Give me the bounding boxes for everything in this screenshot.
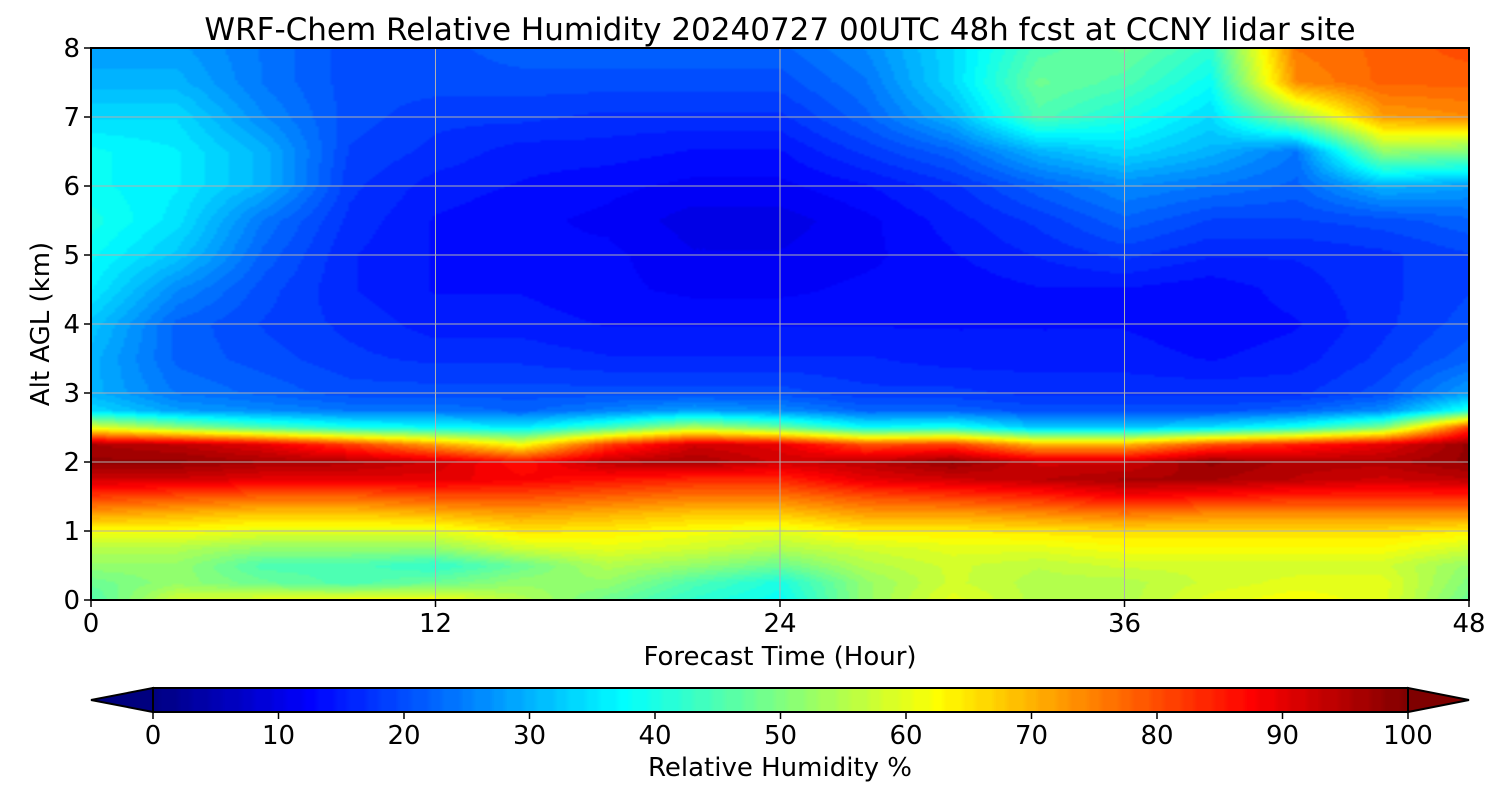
colorbar-tick-label: 90 — [1266, 721, 1299, 751]
y-axis-label: Alt AGL (km) — [26, 242, 56, 406]
x-tick-label: 12 — [419, 609, 452, 639]
y-tick-label: 4 — [63, 310, 80, 340]
y-tick-label: 0 — [63, 586, 80, 616]
colorbar-extend-min — [90, 686, 154, 714]
colorbar-tick-label: 100 — [1383, 721, 1433, 751]
colorbar-label: Relative Humidity % — [648, 753, 912, 783]
y-tick-label: 7 — [63, 103, 80, 133]
x-tick-label: 24 — [763, 609, 796, 639]
x-tick-label: 36 — [1108, 609, 1141, 639]
x-axis-label: Forecast Time (Hour) — [643, 642, 916, 672]
y-tick-label: 3 — [63, 379, 80, 409]
colorbar-tick-label: 40 — [638, 721, 671, 751]
colorbar-tick-label: 50 — [764, 721, 797, 751]
colorbar-tick-label: 0 — [145, 721, 162, 751]
grid-lines — [91, 48, 1469, 600]
colorbar-tick-label: 60 — [889, 721, 922, 751]
colorbar-tick-label: 70 — [1015, 721, 1048, 751]
colorbar-ticks: 0 10 20 30 40 50 60 70 80 90 100 — [145, 712, 1433, 751]
x-tick-label: 48 — [1452, 609, 1485, 639]
x-axis: 0 12 24 36 48 — [83, 600, 1486, 639]
colorbar-tick-label: 30 — [513, 721, 546, 751]
y-tick-label: 1 — [63, 517, 80, 547]
colorbar: 0 10 20 30 40 50 60 70 80 90 100 Relative Humidity… — [90, 686, 1470, 783]
x-tick-label: 0 — [83, 609, 100, 639]
colorbar-tick-label: 80 — [1140, 721, 1173, 751]
y-tick-label: 5 — [63, 241, 80, 271]
y-tick-label: 8 — [63, 34, 80, 64]
y-tick-label: 6 — [63, 172, 80, 202]
colorbar-extend-max — [1407, 686, 1470, 714]
y-axis: 0 1 2 3 4 5 6 7 8 — [63, 34, 91, 616]
chart-title: WRF-Chem Relative Humidity 20240727 00UT… — [204, 12, 1355, 48]
colorbar-gradient — [153, 688, 1408, 712]
colorbar-tick-label: 20 — [387, 721, 420, 751]
y-tick-label: 2 — [63, 448, 80, 478]
colorbar-tick-label: 10 — [262, 721, 295, 751]
